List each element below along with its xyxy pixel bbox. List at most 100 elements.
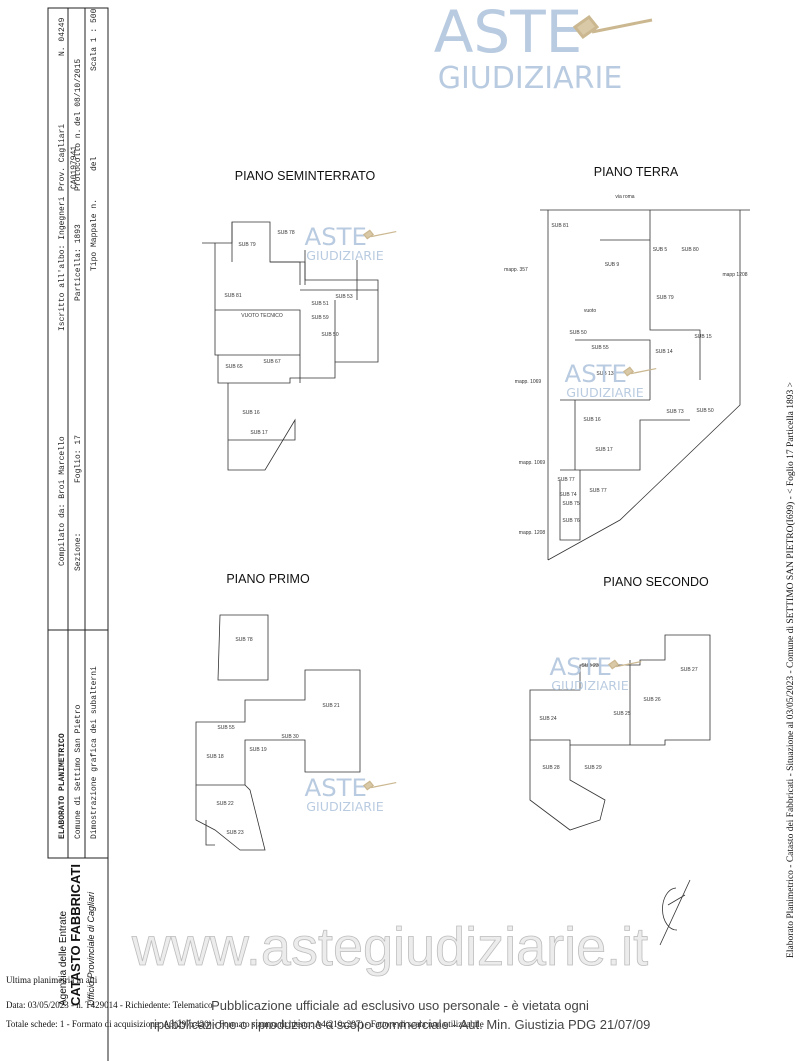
logo-gavel: [622, 366, 657, 377]
unit-label: SUB 77: [589, 488, 606, 494]
plan-outline: [217, 614, 269, 681]
unit-label: SUB 80: [681, 247, 698, 253]
plan-walls: [529, 634, 711, 831]
unit-label: SUB 67: [263, 359, 280, 365]
agency-office: Ufficio Provinciale di Cagliari: [86, 891, 96, 1006]
unit-label: SUB 30: [281, 734, 298, 740]
logo-top: ASTE: [305, 222, 367, 251]
header-compiled: Compilato da: Broi Marcello: [58, 436, 67, 566]
unit-label: mapp 1208: [722, 272, 747, 278]
side-text: Elaborato Planimetrico - Catasto dei Fab…: [785, 382, 796, 958]
header-municipality: Comune di Settimo San Pietro: [74, 704, 83, 839]
plan-title: PIANO SEMINTERRATO: [235, 169, 376, 183]
unit-label: SUB 16: [242, 410, 259, 416]
unit-label: SUB 59: [311, 315, 328, 321]
header-description: Dimostrazione grafica dei subalterni: [90, 666, 99, 839]
logo-bottom: GIUDIZIARIE: [306, 799, 384, 814]
unit-label: SUB 28: [542, 765, 559, 771]
header-parcel: Particella: 1893: [74, 224, 83, 301]
unit-label: SUB 51: [311, 301, 328, 307]
logo-bottom: GIUDIZIARIE: [306, 248, 384, 263]
north-arrow: [659, 879, 691, 946]
notice-line2: ripubblicazione o riproduzione a scopo c…: [150, 1017, 651, 1032]
header-scale: Scala 1 : 500: [90, 8, 99, 71]
unit-label: SUB 77: [557, 477, 574, 483]
plan-title: PIANO TERRA: [594, 165, 679, 179]
logo-bottom: GIUDIZIARIE: [566, 385, 644, 400]
logo-bottom: GIUDIZIARIE: [551, 678, 629, 693]
plan-outline: [202, 221, 379, 384]
unit-label: SUB 29: [584, 765, 601, 771]
unit-label: SUB 5: [653, 247, 668, 253]
plan-labels: PIANO SEMINTERRATO SUB 79 SUB 78 SUB 81 SUB …: [206, 165, 747, 836]
footer-line2: Data: 03/05/2023 - n. T429014 - Richiede…: [6, 1000, 213, 1010]
unit-label: SUB 65: [225, 364, 242, 370]
plan-title: PIANO PRIMO: [226, 572, 310, 586]
header-number: N. 04249: [58, 17, 67, 56]
unit-label: SUB 22: [216, 801, 233, 807]
unit-label: mapp. 1208: [519, 530, 546, 536]
logo-top: ASTE: [565, 359, 627, 388]
unit-label: SUB 15: [694, 334, 711, 340]
header-protocol-number: CA0197941: [70, 146, 79, 189]
logo-bottom: GIUDIZIARIE: [438, 61, 623, 96]
plans-drawing: [195, 209, 750, 946]
watermark-logos: ASTEGIUDIZIARIEASTEGIUDIZIARIEASTEGIUDIZ…: [305, 0, 657, 814]
unit-label: SUB 21: [322, 703, 339, 709]
unit-label: SUB 50: [569, 330, 586, 336]
unit-label: SUB 81: [224, 293, 241, 299]
unit-label: SUB 79: [656, 295, 673, 301]
header-protocol-date: del 08/10/2015: [74, 59, 83, 126]
logo-top: ASTE: [434, 0, 583, 66]
unit-label: SUB 50: [696, 408, 713, 414]
unit-label: SUB 19: [249, 747, 266, 753]
unit-label: SUB 16: [583, 417, 600, 423]
unit-label: SUB 78: [277, 230, 294, 236]
notice-line1: Pubblicazione ufficiale ad esclusivo uso…: [211, 998, 589, 1013]
unit-label: SUB 53: [335, 294, 352, 300]
unit-label: SUB 23: [226, 830, 243, 836]
unit-label: SUB 18: [206, 754, 223, 760]
unit-label: mapp. 357: [504, 267, 528, 273]
unit-label: SUB 75: [562, 501, 579, 507]
header-mappale-date: del: [90, 156, 99, 171]
unit-label: SUB 76: [562, 518, 579, 524]
header-sheet: Foglio: 17: [74, 435, 83, 483]
footer-line3: Totale schede: 1 - Formato di acquisizio…: [6, 1019, 484, 1029]
unit-label: SUB 73: [666, 409, 683, 415]
unit-label: vuoto: [584, 308, 596, 314]
unit-label: SUB 17: [595, 447, 612, 453]
logo-top: ASTE: [305, 773, 367, 802]
unit-label: SUB 26: [643, 697, 660, 703]
unit-label: SUB 50: [321, 332, 338, 338]
unit-label: SUB 13: [596, 371, 613, 377]
plan-title: PIANO SECONDO: [603, 575, 709, 589]
unit-label: SUB 14: [655, 349, 672, 355]
footer-line1: Ultima planimetria in atti: [6, 975, 98, 985]
unit-label: SUB 23: [581, 663, 598, 669]
header-registered: Iscritto all'albo: Ingegneri: [58, 196, 67, 331]
unit-label: SUB 27: [680, 667, 697, 673]
agency-name: Agenzia delle Entrate: [58, 910, 69, 1006]
header-rotated: ELABORATO PLANIMETRICO Compilato da: Bro…: [58, 8, 99, 1006]
logo-gavel: [362, 229, 397, 240]
unit-label: via roma: [615, 194, 634, 200]
unit-label: SUB 17: [250, 430, 267, 436]
header-protocol: Protocollo n.: [74, 129, 83, 191]
logo-gavel: [362, 780, 397, 791]
unit-label: SUB 74: [559, 492, 576, 498]
logo-gavel: [572, 14, 653, 40]
agency-dept: CATASTO FABBRICATI: [68, 864, 83, 1006]
plan-outline: [227, 383, 296, 471]
unit-label: mapp. 1069: [519, 460, 546, 466]
header-mappale: Tipo Mappale n.: [90, 199, 99, 271]
header-section: Sezione:: [74, 533, 83, 571]
unit-label: SUB 79: [238, 242, 255, 248]
unit-label: mapp. 1069: [515, 379, 542, 385]
logo-gavel: [607, 659, 642, 670]
unit-label: SUB 78: [235, 637, 252, 643]
plan-walls: [540, 209, 750, 561]
unit-label: SUB 55: [217, 725, 234, 731]
